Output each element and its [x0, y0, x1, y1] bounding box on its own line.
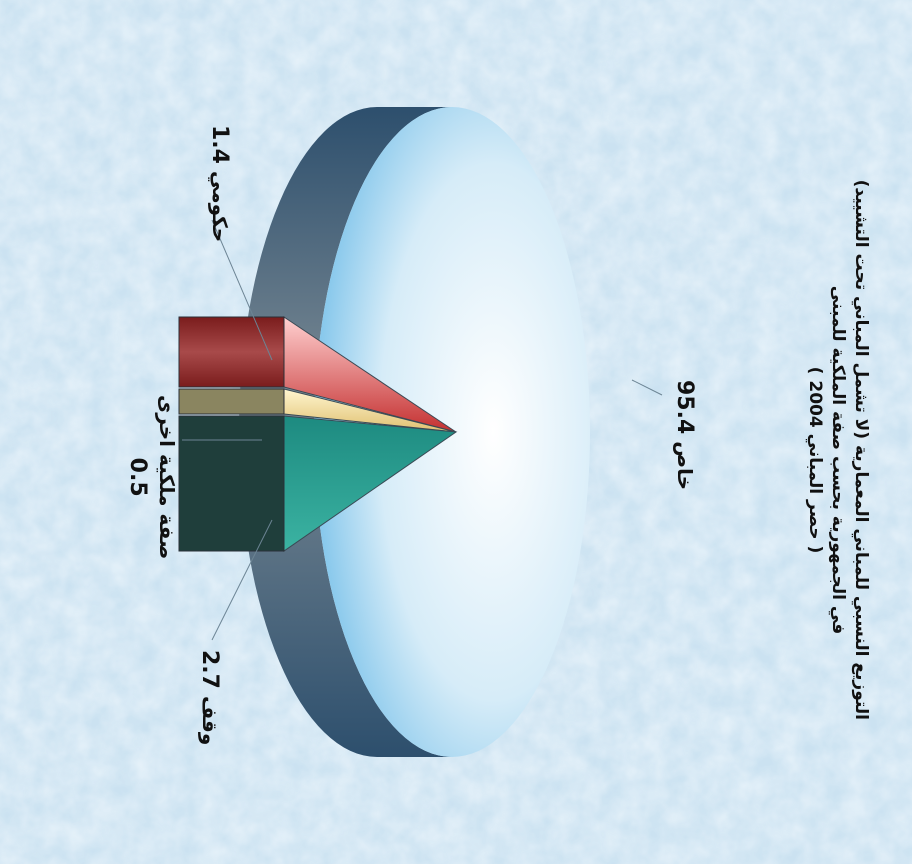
pie-slice-waqf-side	[178, 415, 285, 552]
leader-line-3	[211, 519, 273, 641]
leader-line-0	[631, 379, 663, 396]
slice-label-government-name: حكومي	[208, 170, 232, 243]
slice-label-waqf: وقف 2.7	[197, 650, 222, 745]
slice-label-other: صفة ملكية اخرى 0.5	[122, 395, 182, 559]
slice-label-government: حكومي 1.4	[207, 125, 232, 242]
pie-slice-government-side	[178, 316, 285, 388]
slice-label-government-value: 1.4	[207, 125, 232, 164]
pie-side-wall	[239, 107, 452, 757]
slice-label-other-value: 0.5	[125, 457, 150, 497]
slice-label-waqf-value: 2.7	[197, 650, 222, 689]
slice-label-private: خاص 95.4	[672, 380, 697, 490]
leader-line-1	[211, 219, 273, 361]
slice-label-waqf-name: وقف	[198, 695, 222, 746]
slice-label-other-name: صفة ملكية اخرى	[155, 395, 179, 560]
slice-label-private-name: خاص	[673, 441, 697, 491]
slice-label-private-value: 95.4	[672, 380, 697, 435]
pie-slice-other-side	[178, 388, 285, 415]
